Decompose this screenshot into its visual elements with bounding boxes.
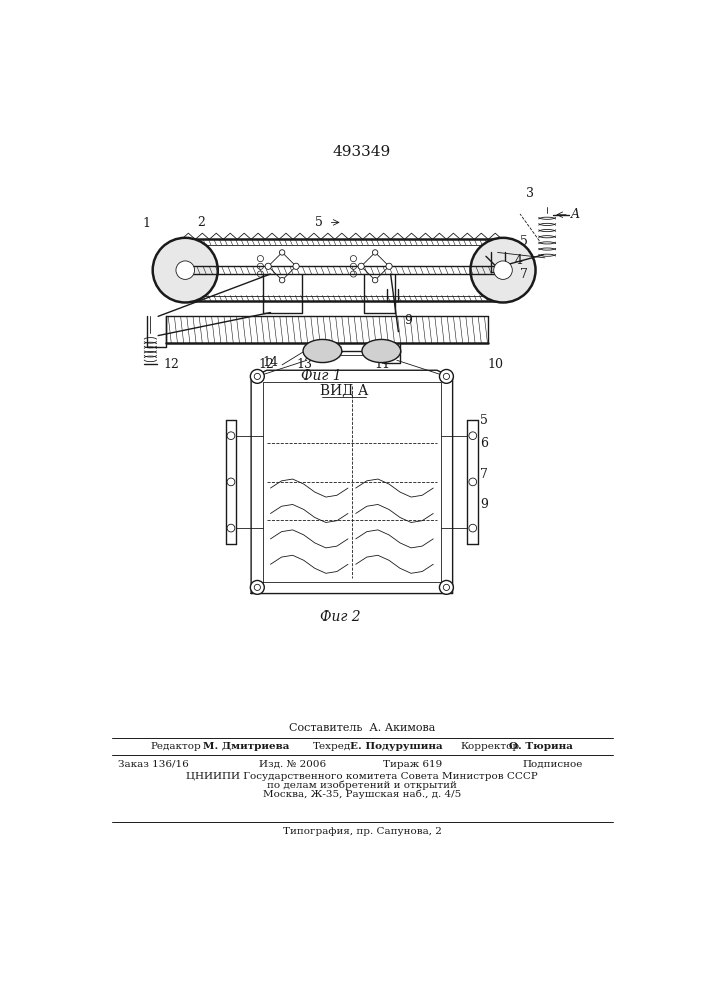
Text: 9: 9 bbox=[480, 498, 488, 512]
Text: 9: 9 bbox=[404, 314, 412, 327]
Text: 14: 14 bbox=[262, 356, 279, 369]
Text: 10: 10 bbox=[487, 358, 503, 371]
Circle shape bbox=[469, 478, 477, 486]
Text: Фиг 1: Фиг 1 bbox=[300, 369, 341, 383]
Text: A: A bbox=[571, 208, 580, 221]
Circle shape bbox=[388, 351, 396, 359]
Circle shape bbox=[227, 478, 235, 486]
Circle shape bbox=[250, 580, 264, 594]
Text: Составитель  А. Акимова: Составитель А. Акимова bbox=[288, 723, 435, 733]
Text: 4: 4 bbox=[515, 254, 522, 267]
Text: 5: 5 bbox=[520, 235, 528, 248]
Circle shape bbox=[469, 524, 477, 532]
Text: 3: 3 bbox=[526, 187, 534, 200]
Text: 7: 7 bbox=[480, 468, 488, 481]
Ellipse shape bbox=[303, 339, 341, 363]
Text: ВИД А: ВИД А bbox=[320, 384, 368, 398]
Text: 7: 7 bbox=[520, 267, 528, 280]
Text: Изд. № 2006: Изд. № 2006 bbox=[259, 760, 326, 769]
Text: Фиг 2: Фиг 2 bbox=[320, 610, 361, 624]
Circle shape bbox=[469, 432, 477, 440]
Text: Тираж 619: Тираж 619 bbox=[383, 760, 442, 769]
Text: Техред: Техред bbox=[313, 742, 351, 751]
Text: Типография, пр. Сапунова, 2: Типография, пр. Сапунова, 2 bbox=[283, 827, 441, 836]
Circle shape bbox=[227, 524, 235, 532]
Circle shape bbox=[279, 250, 285, 255]
Circle shape bbox=[279, 277, 285, 283]
Circle shape bbox=[373, 250, 378, 255]
Text: Подписное: Подписное bbox=[522, 760, 583, 769]
Text: 8: 8 bbox=[379, 354, 387, 367]
Text: ЦНИИПИ Государственного комитета Совета Министров СССР: ЦНИИПИ Государственного комитета Совета … bbox=[186, 772, 538, 781]
Circle shape bbox=[470, 238, 535, 302]
Text: по делам изобретений и открытий: по делам изобретений и открытий bbox=[267, 781, 457, 790]
Circle shape bbox=[176, 261, 194, 279]
Text: Редактор: Редактор bbox=[151, 742, 201, 751]
Text: 12: 12 bbox=[259, 358, 274, 371]
Text: 6: 6 bbox=[480, 437, 488, 450]
Circle shape bbox=[358, 263, 364, 269]
Text: Заказ 136/16: Заказ 136/16 bbox=[118, 760, 189, 769]
Text: Е. Подурушина: Е. Подурушина bbox=[351, 742, 443, 751]
Circle shape bbox=[227, 432, 235, 440]
Text: 13: 13 bbox=[296, 358, 312, 371]
Text: О. Тюрина: О. Тюрина bbox=[509, 742, 573, 751]
Text: 1: 1 bbox=[143, 217, 151, 230]
Circle shape bbox=[265, 263, 271, 269]
Text: 11: 11 bbox=[375, 358, 391, 371]
Circle shape bbox=[440, 369, 453, 383]
Text: 5: 5 bbox=[315, 216, 322, 229]
Circle shape bbox=[440, 580, 453, 594]
Text: М. Дмитриева: М. Дмитриева bbox=[203, 742, 289, 751]
Circle shape bbox=[250, 369, 264, 383]
Circle shape bbox=[386, 263, 392, 269]
Text: 12: 12 bbox=[163, 358, 180, 371]
Circle shape bbox=[293, 263, 299, 269]
Text: 2: 2 bbox=[197, 216, 205, 229]
Circle shape bbox=[493, 261, 513, 279]
Ellipse shape bbox=[362, 339, 401, 363]
Text: 5: 5 bbox=[480, 414, 488, 427]
Text: Москва, Ж-35, Раушская наб., д. 4/5: Москва, Ж-35, Раушская наб., д. 4/5 bbox=[263, 790, 461, 799]
Circle shape bbox=[153, 238, 218, 302]
Circle shape bbox=[373, 277, 378, 283]
Text: 493349: 493349 bbox=[333, 145, 391, 159]
Text: Корректор: Корректор bbox=[460, 742, 520, 751]
